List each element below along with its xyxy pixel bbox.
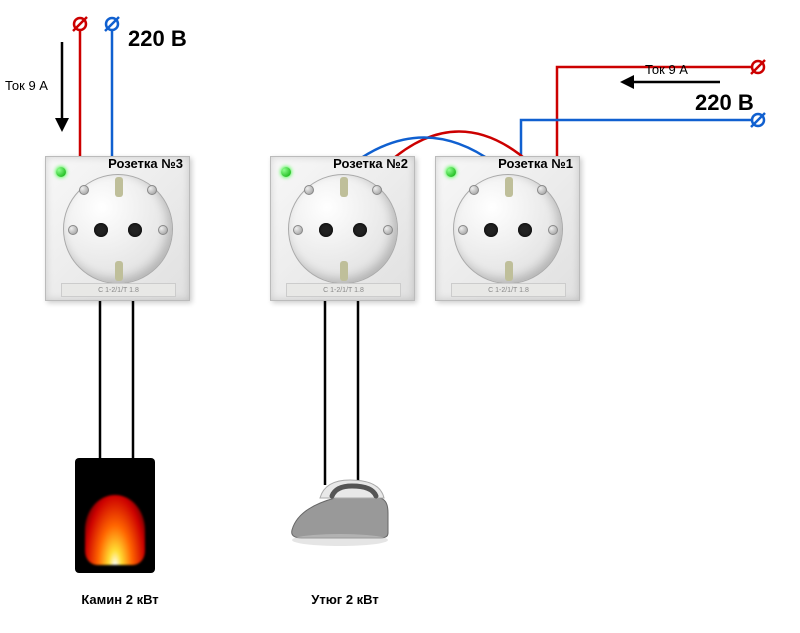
screw-icon [158, 225, 168, 235]
screw-icon [548, 225, 558, 235]
led-icon [56, 167, 66, 177]
voltage-right-label: 220 В [695, 90, 754, 116]
socket-hole-icon [484, 223, 498, 237]
socket-hole-icon [319, 223, 333, 237]
socket-3-plate: C 1-2/1/T 1.8 [61, 283, 176, 297]
screw-icon [469, 185, 479, 195]
socket-2-label: Розетка №2 [333, 156, 408, 171]
screw-icon [458, 225, 468, 235]
socket-hole-icon [518, 223, 532, 237]
fire-icon [85, 495, 145, 565]
socket-hole-icon [94, 223, 108, 237]
fireplace-icon [75, 458, 155, 573]
current-right-label: Ток 9 А [645, 62, 688, 77]
socket-2: Розетка №2 C 1-2/1/T 1.8 [270, 156, 415, 301]
voltage-left-label: 220 В [128, 26, 187, 52]
socket-1: Розетка №1 C 1-2/1/T 1.8 [435, 156, 580, 301]
screw-icon [372, 185, 382, 195]
socket-2-face [288, 174, 398, 284]
iron-soleplate [292, 498, 388, 538]
socket-2-plate: C 1-2/1/T 1.8 [286, 283, 401, 297]
iron-label: Утюг 2 кВт [290, 592, 400, 607]
socket-1-label: Розетка №1 [498, 156, 573, 171]
ground-clip-icon [340, 261, 348, 281]
socket-3-face [63, 174, 173, 284]
screw-icon [147, 185, 157, 195]
socket-3: Розетка №3 C 1-2/1/T 1.8 [45, 156, 190, 301]
socket-1-face [453, 174, 563, 284]
ground-clip-icon [340, 177, 348, 197]
screw-icon [537, 185, 547, 195]
socket-1-plate: C 1-2/1/T 1.8 [451, 283, 566, 297]
ground-clip-icon [115, 261, 123, 281]
socket-hole-icon [128, 223, 142, 237]
screw-icon [68, 225, 78, 235]
ground-clip-icon [115, 177, 123, 197]
socket-3-label: Розетка №3 [108, 156, 183, 171]
iron-icon [280, 478, 400, 548]
arrow-right-head [620, 75, 634, 89]
ground-clip-icon [505, 177, 513, 197]
iron-shadow [292, 534, 388, 546]
screw-icon [79, 185, 89, 195]
current-left-label: Ток 9 А [5, 78, 48, 93]
screw-icon [293, 225, 303, 235]
ground-clip-icon [505, 261, 513, 281]
fireplace-label: Камин 2 кВт [65, 592, 175, 607]
led-icon [446, 167, 456, 177]
socket-hole-icon [353, 223, 367, 237]
arrow-left-head [55, 118, 69, 132]
led-icon [281, 167, 291, 177]
screw-icon [383, 225, 393, 235]
screw-icon [304, 185, 314, 195]
